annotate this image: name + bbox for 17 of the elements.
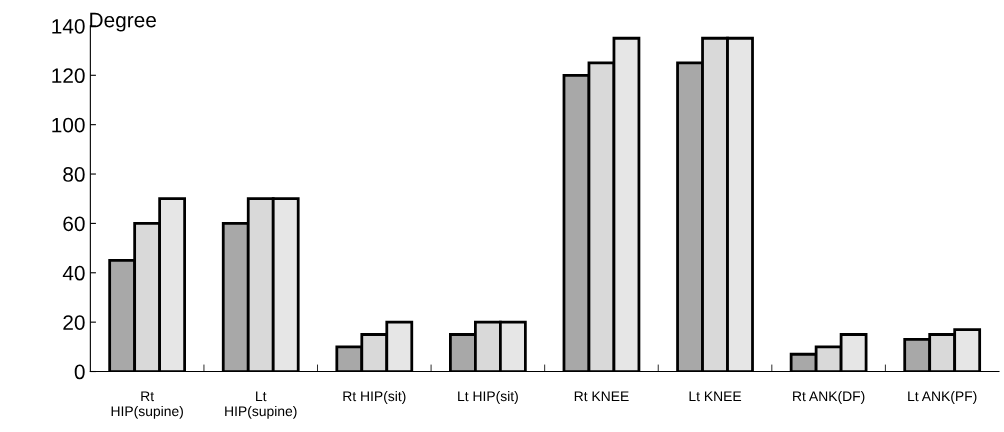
- x-tick-label: Lt KNEE: [689, 391, 742, 402]
- x-tick-label: Rt ANK(DF): [793, 390, 865, 404]
- y-tick-label: 80: [63, 167, 85, 182]
- y-tick-label: 120: [52, 68, 85, 84]
- x-tick-label: Lt HIP(supine): [225, 391, 297, 419]
- y-tick-label: 140: [52, 18, 85, 34]
- x-tick-label: Lt HIP(sit): [458, 390, 518, 404]
- y-tick-label: 100: [52, 117, 85, 133]
- y-axis-title: Degree: [90, 12, 156, 32]
- y-tick-label: 20: [63, 315, 85, 330]
- y-tick-label: 60: [63, 216, 85, 232]
- y-tick-label: 40: [62, 265, 85, 281]
- x-tick-label: Rt KNEE: [574, 391, 629, 402]
- x-tick-label: Rt HIP(sit): [343, 390, 406, 404]
- x-tick-label: Rt HIP(supine): [111, 391, 183, 419]
- y-tick-label: 0: [74, 364, 85, 380]
- x-tick-label: Lt ANK(PF): [908, 390, 977, 404]
